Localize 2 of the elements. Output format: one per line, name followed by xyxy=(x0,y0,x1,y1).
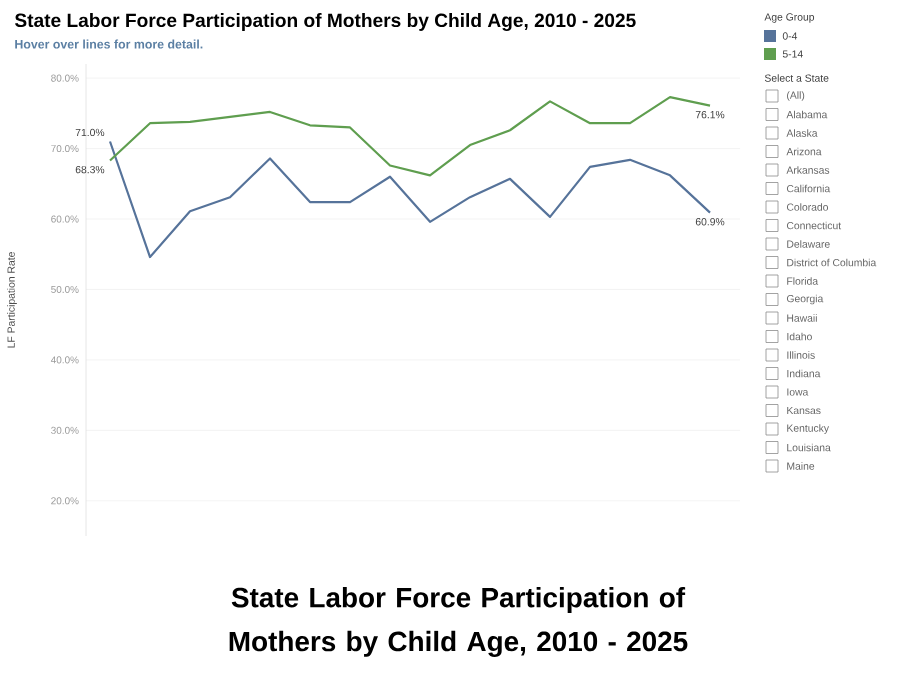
chart-title: State Labor Force Participation of Mothers by Child Age, 2010 - 2025 xyxy=(14,13,636,31)
text: State Labor Force Participation of Mothers by Child Age, 2010 - 2025 xyxy=(229,587,688,657)
